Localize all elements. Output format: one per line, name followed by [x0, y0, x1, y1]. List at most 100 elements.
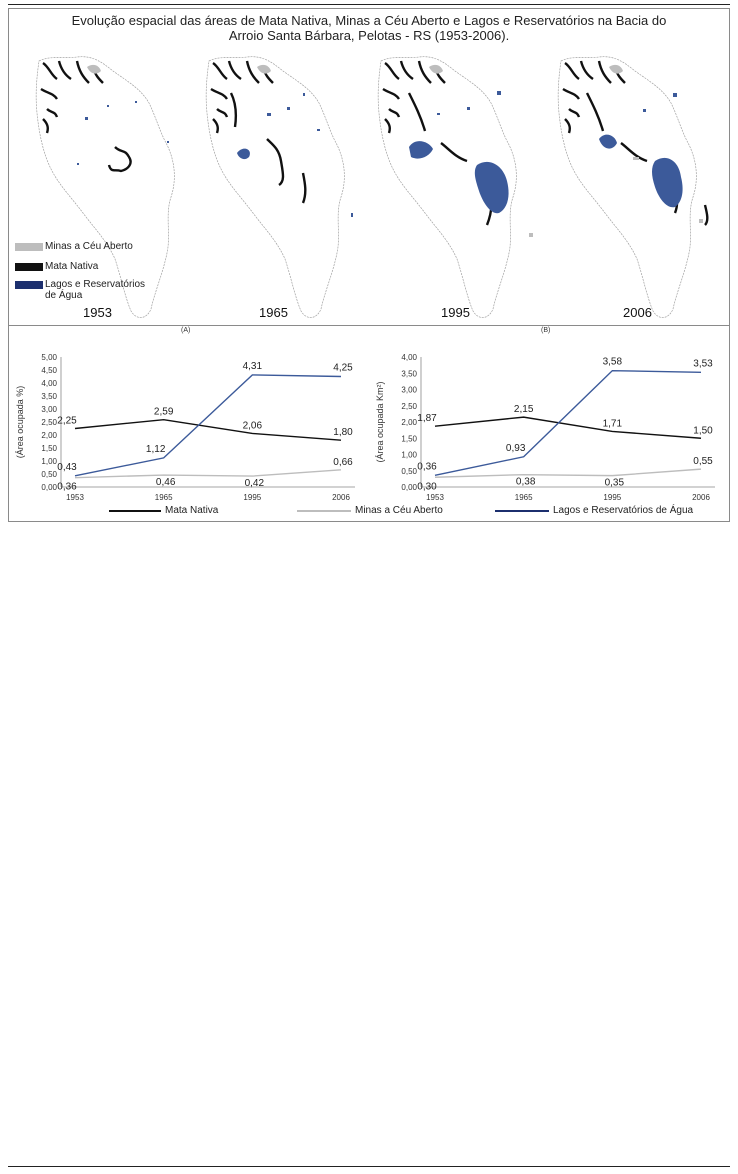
- panel-letter-b: (B): [541, 327, 551, 334]
- top-rule: [8, 4, 730, 5]
- bottom-rule: [8, 1166, 730, 1167]
- map-1995: [376, 55, 533, 319]
- chart-legend-lagos-line: [495, 509, 549, 512]
- y-tick-label: 1,50: [401, 434, 417, 443]
- y-tick-label: 4,00: [401, 353, 417, 362]
- series-line-0: [74, 418, 342, 441]
- basin-maps: [34, 55, 709, 319]
- year-label-1995: 1995: [441, 305, 470, 320]
- x-tick-label: 1953: [426, 493, 444, 502]
- series-line-1: [434, 468, 702, 478]
- series-line-0: [434, 416, 702, 439]
- y-tick-label: 5,00: [41, 353, 57, 362]
- legend-lagos-line2: de Água: [45, 290, 83, 301]
- data-label: 2,59: [154, 407, 174, 418]
- data-label: 0,36: [417, 461, 437, 472]
- figure-title-line1: Evolução espacial das áreas de Mata Nati…: [71, 13, 667, 28]
- x-tick-label: 1995: [603, 493, 621, 502]
- chart-percent: 0,00 0,50 1,00 1,50 2,00 2,50 3,00 3,50 4,00 4,50…: [15, 353, 355, 502]
- figure-frame: Evolução espacial das áreas de Mata Nati…: [8, 8, 730, 522]
- y-tick-label: 2,50: [401, 402, 417, 411]
- y-tick-label: 3,00: [401, 386, 417, 395]
- legend-lagos-label: Lagos e Reservatórios de Água: [45, 279, 145, 301]
- y-tick-label: 3,50: [401, 369, 417, 378]
- data-label: 2,25: [57, 416, 77, 427]
- data-label: 1,71: [603, 418, 623, 429]
- chart-legend-minas-line: [297, 509, 351, 512]
- data-label: 0,43: [57, 462, 77, 473]
- data-label: 1,12: [146, 444, 166, 455]
- figure-title-line2: Arroio Santa Bárbara, Pelotas - RS (1953…: [228, 28, 510, 43]
- data-label: 3,53: [693, 358, 713, 369]
- year-label-2006: 2006: [623, 305, 652, 320]
- chart-legend-minas-label: Minas a Céu Aberto: [355, 505, 443, 516]
- y-tick-label: 3,00: [41, 405, 57, 414]
- map-1965: [204, 55, 353, 319]
- chart-legend-minas: Minas a Céu Aberto: [297, 505, 443, 516]
- x-tick-label: 1965: [155, 493, 173, 502]
- data-label: 0,93: [506, 443, 526, 454]
- x-tick-label: 2006: [332, 493, 350, 502]
- data-label: 1,80: [333, 427, 353, 438]
- data-label: 0,36: [57, 482, 77, 493]
- legend-mata: Mata Nativa: [15, 261, 98, 272]
- data-label: 0,66: [333, 457, 353, 468]
- y-axis-label: (Área ocupada %): [15, 386, 25, 459]
- map-panel: Evolução espacial das áreas de Mata Nati…: [9, 9, 729, 326]
- series-line-2: [434, 369, 702, 476]
- year-label-1953: 1953: [83, 305, 112, 320]
- y-tick-label: 4,00: [41, 379, 57, 388]
- data-label: 1,50: [693, 425, 713, 436]
- year-label-1965: 1965: [259, 305, 288, 320]
- legend-minas: Minas a Céu Aberto: [15, 241, 133, 252]
- legend-lagos-swatch: [15, 281, 43, 289]
- legend-mata-swatch: [15, 263, 43, 271]
- y-tick-label: 2,00: [41, 431, 57, 440]
- data-label: 0,55: [693, 456, 713, 467]
- data-label: 1,87: [417, 413, 437, 424]
- x-tick-label: 1995: [243, 493, 261, 502]
- series-line-2: [74, 374, 342, 477]
- legend-lagos-line1: Lagos e Reservatórios: [45, 279, 146, 290]
- y-tick-label: 3,50: [41, 392, 57, 401]
- chart-legend-lagos: Lagos e Reservatórios de Água: [495, 505, 693, 516]
- data-label: 4,25: [333, 363, 353, 374]
- chart-km2: 0,00 0,50 1,00 1,50 2,00 2,50 3,00 3,50 4,00 1953…: [375, 353, 715, 502]
- chart-legend-mata-label: Mata Nativa: [165, 505, 219, 516]
- y-tick-label: 1,00: [401, 451, 417, 460]
- figure-title: Evolução espacial das áreas de Mata Nati…: [9, 13, 729, 43]
- series-line-1: [74, 469, 342, 479]
- data-label: 4,31: [243, 361, 263, 372]
- x-tick-label: 1965: [515, 493, 533, 502]
- y-axis-label: (Área ocupada Km²): [375, 381, 385, 462]
- legend-minas-label: Minas a Céu Aberto: [45, 241, 133, 252]
- y-tick-label: 1,50: [41, 444, 57, 453]
- map-1953: [34, 55, 176, 319]
- y-tick-label: 2,00: [401, 418, 417, 427]
- data-label: 0,46: [156, 477, 176, 488]
- data-label: 0,42: [245, 478, 265, 489]
- legend-minas-swatch: [15, 243, 43, 251]
- panel-letter-a: (A): [181, 327, 191, 334]
- y-tick-label: 2,50: [41, 418, 57, 427]
- y-tick-label: 0,00: [401, 483, 417, 492]
- y-tick-label: 0,00: [41, 483, 57, 492]
- chart-legend-mata: Mata Nativa: [109, 505, 218, 516]
- y-tick-label: 0,50: [41, 470, 57, 479]
- chart-legend-lagos-label: Lagos e Reservatórios de Água: [553, 505, 694, 516]
- data-label: 2,06: [243, 420, 263, 431]
- chart-legend: Mata Nativa Minas a Céu Aberto Lagos e R…: [9, 503, 729, 519]
- y-tick-label: 4,50: [41, 366, 57, 375]
- data-label: 0,30: [417, 481, 437, 492]
- legend-mata-label: Mata Nativa: [45, 261, 99, 272]
- y-tick-label: 1,00: [41, 457, 57, 466]
- x-tick-label: 2006: [692, 493, 710, 502]
- data-label: 3,58: [603, 357, 623, 368]
- data-label: 0,38: [516, 477, 536, 488]
- data-label: 0,35: [605, 478, 625, 489]
- data-label: 2,15: [514, 404, 534, 415]
- map-2006: [556, 55, 709, 319]
- y-tick-label: 0,50: [401, 467, 417, 476]
- chart-legend-mata-line: [109, 509, 161, 512]
- x-tick-label: 1953: [66, 493, 84, 502]
